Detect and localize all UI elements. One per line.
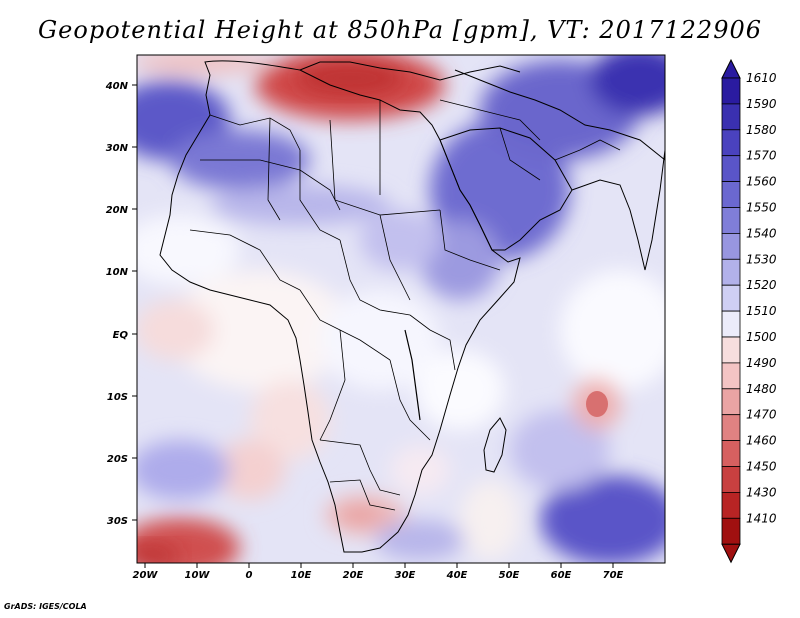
lat-tick-label: 20N [106, 205, 129, 216]
height-field [137, 55, 665, 563]
colorbar-swatch [721, 77, 741, 105]
colorbar-label: 1610 [746, 71, 777, 85]
colorbar-swatch [721, 155, 741, 182]
lon-tick-label: 30E [395, 570, 416, 581]
colorbar-swatch [721, 414, 741, 442]
lon-tick-label: 0 [246, 570, 253, 581]
colorbar-swatch [721, 466, 741, 493]
grads-credit: GrADS: IGES/COLA [4, 602, 87, 611]
colorbar-swatch [721, 103, 741, 131]
lat-tick-label: 40N [105, 81, 129, 92]
lon-tick-label: 70E [603, 570, 624, 581]
colorbar-label: 1410 [746, 511, 777, 525]
colorbar-swatch [721, 284, 741, 312]
lon-tick-label: 20W [133, 570, 159, 581]
lon-tick-label: 10E [291, 570, 312, 581]
colorbar-swatch [721, 517, 741, 545]
colorbar-label: 1530 [746, 252, 777, 266]
colorbar-label: 1450 [746, 460, 777, 474]
lon-tick-label: 10W [185, 570, 211, 581]
colorbar-swatch [721, 258, 741, 286]
map-title: Geopotential Height at 850hPa [gpm], VT:… [38, 16, 762, 44]
lon-tick-label: 50E [499, 570, 520, 581]
lat-axis: 40N 30N 20N 10N EQ 10S 20S 30S [105, 81, 129, 527]
colorbar-label: 1460 [746, 434, 777, 448]
colorbar-label: 1590 [746, 97, 777, 111]
colorbar-label: 1560 [746, 175, 777, 189]
colorbar-label: 1520 [746, 278, 777, 292]
colorbar-label: 1540 [746, 226, 777, 240]
colorbar: 1610 1590 1580 1570 1560 1550 1540 1530 1520 1510… [721, 58, 777, 564]
colorbar-label: 1570 [746, 149, 777, 163]
lon-tick-label: 60E [551, 570, 572, 581]
lon-tick-label: 20E [343, 570, 364, 581]
tick-marks [132, 84, 614, 568]
lat-tick-label: 30N [106, 143, 129, 154]
colorbar-label: 1510 [746, 304, 777, 318]
country-borders [189, 99, 621, 511]
colorbar-label: 1500 [746, 330, 777, 344]
colorbar-swatch [721, 207, 741, 234]
colorbar-label: 1430 [746, 485, 777, 499]
colorbar-label: 1470 [746, 408, 777, 422]
colorbar-label: 1580 [746, 123, 777, 137]
colorbar-arrow-bottom [721, 543, 741, 564]
plot-frame [136, 54, 666, 564]
colorbar-swatch [721, 362, 741, 390]
colorbar-swatch [721, 181, 741, 208]
lon-tick-label: 40E [446, 570, 468, 581]
lat-tick-label: EQ [113, 330, 129, 341]
lat-tick-label: 20S [107, 454, 128, 465]
colorbar-label: 1550 [746, 201, 777, 215]
colorbar-swatch [721, 129, 741, 157]
lat-tick-label: 30S [107, 516, 128, 527]
coastlines [159, 60, 665, 553]
colorbar-swatch [721, 491, 741, 519]
colorbar-swatch [721, 388, 741, 416]
colorbar-label: 1480 [746, 382, 777, 396]
colorbar-swatch [721, 336, 741, 364]
lon-axis: 20W 10W 0 10E 20E 30E 40E 50E 60E 70E [133, 570, 624, 581]
colorbar-label: 1490 [746, 356, 777, 370]
colorbar-swatch [721, 440, 741, 467]
colorbar-swatch [721, 232, 741, 260]
lat-tick-label: 10N [106, 267, 129, 278]
colorbar-swatch [721, 310, 741, 338]
colorbar-arrow-top [721, 58, 741, 79]
lat-tick-label: 10S [107, 392, 128, 403]
